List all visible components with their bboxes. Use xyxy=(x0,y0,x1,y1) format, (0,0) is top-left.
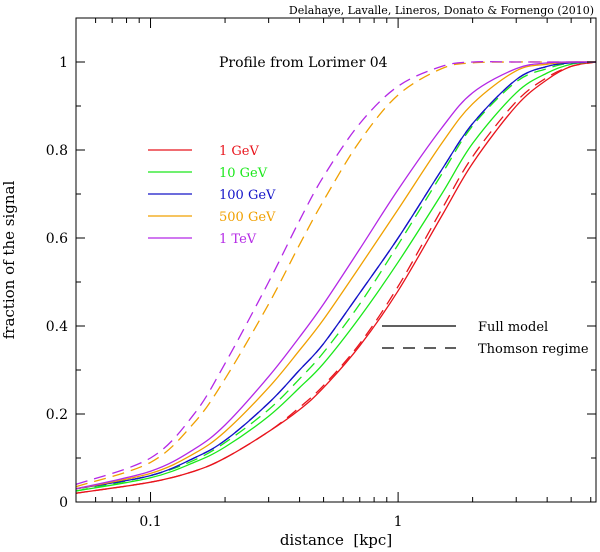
legend-label-1-tev: 1 TeV xyxy=(219,232,257,247)
axis-ticks: 0 0.2 0.4 0.6 0.8 1 0.1 1 xyxy=(46,17,596,530)
y-tick-label: 1 xyxy=(59,55,68,71)
series-line-1-gev-full xyxy=(75,61,597,494)
legend-label-10-gev: 10 GeV xyxy=(219,166,268,181)
y-tick-label: 0.6 xyxy=(46,231,68,247)
series-line-1-tev-thomson xyxy=(75,61,596,486)
plot-lines xyxy=(75,61,597,494)
chart-title: Profile from Lorimer 04 xyxy=(219,55,388,71)
x-axis-label: distance [kpc] xyxy=(280,531,392,549)
series-line-1-gev-thomson xyxy=(75,61,597,494)
credit-text: Delahaye, Lavalle, Lineros, Donato & For… xyxy=(289,4,594,17)
style-legend: Full model Thomson regime xyxy=(382,320,589,357)
series-line-500-gev-thomson xyxy=(75,61,596,488)
legend-label-1-gev: 1 GeV xyxy=(219,144,259,159)
legend-label-100-gev: 100 GeV xyxy=(219,188,276,203)
series-line-100-gev-thomson xyxy=(75,61,597,490)
energy-legend: 1 GeV 10 GeV 100 GeV 500 GeV 1 TeV xyxy=(148,144,276,247)
style-legend-label-thomson-regime: Thomson regime xyxy=(478,342,589,357)
legend-label-500-gev: 500 GeV xyxy=(219,210,276,225)
y-tick-label: 0.8 xyxy=(46,143,68,159)
style-legend-label-full-model: Full model xyxy=(478,320,548,335)
x-tick-label: 0.1 xyxy=(139,514,161,530)
x-tick-label: 1 xyxy=(394,514,403,530)
y-tick-label: 0.4 xyxy=(46,319,68,335)
y-tick-label: 0 xyxy=(59,495,68,511)
y-tick-label: 0.2 xyxy=(46,407,68,423)
y-axis-label: fraction of the signal xyxy=(0,181,18,340)
series-line-10-gev-thomson xyxy=(75,61,597,492)
series-line-10-gev-full xyxy=(75,61,597,492)
series-line-100-gev-full xyxy=(75,61,597,490)
series-line-1-tev-full xyxy=(75,61,597,490)
plot-frame xyxy=(75,17,597,503)
series-line-500-gev-full xyxy=(75,61,597,490)
